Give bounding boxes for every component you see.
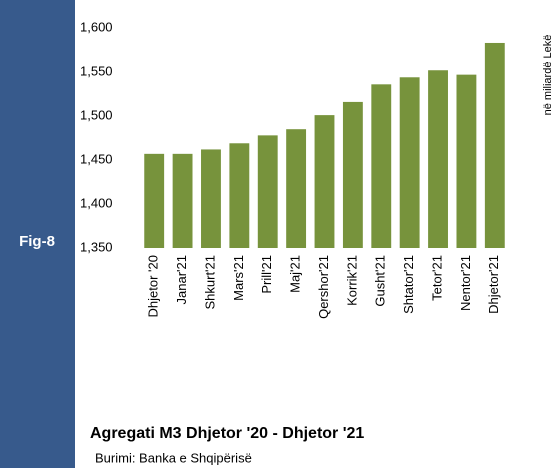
figure-label: Fig-8 xyxy=(19,233,55,250)
y-tick-label: 1,600 xyxy=(80,19,113,34)
x-tick-label: Dhjetor '20 xyxy=(146,255,161,317)
y-tick-label: 1,400 xyxy=(80,195,113,210)
x-tick-label: Nentor'21 xyxy=(458,255,473,311)
bar xyxy=(342,101,363,248)
bar xyxy=(484,42,505,249)
source: Burimi: Banka e Shqipërisë xyxy=(95,450,252,465)
bar xyxy=(371,84,392,248)
y-tick-label: 1,350 xyxy=(80,239,113,254)
x-tick-label: Dhjetor'21 xyxy=(486,255,501,314)
y-tick-label: 1,550 xyxy=(80,63,113,78)
x-tick-label: Shkurt'21 xyxy=(202,255,217,310)
y-tick-label: 1,450 xyxy=(80,151,113,166)
side-band xyxy=(0,0,75,468)
x-tick-label: Tetor'21 xyxy=(429,255,444,301)
x-tick-label: Maj'21 xyxy=(288,255,303,293)
x-tick-label: Shtator'21 xyxy=(401,255,416,314)
x-tick-label: Qershor'21 xyxy=(316,255,331,319)
x-tick-label: Prill'21 xyxy=(259,255,274,294)
y-tick-label: 1,500 xyxy=(80,107,113,122)
bar xyxy=(456,74,477,248)
bar xyxy=(399,77,420,248)
y-axis-label: në miliardë Lekë xyxy=(542,35,554,116)
bar xyxy=(314,115,335,249)
x-tick-label: Janar'21 xyxy=(174,255,189,304)
bar xyxy=(172,153,193,248)
chart-title: Agregati M3 Dhjetor '20 - Dhjetor '21 xyxy=(90,425,364,442)
x-tick-label: Mars'21 xyxy=(231,255,246,301)
bar xyxy=(201,149,221,248)
bar xyxy=(229,143,250,248)
bar xyxy=(428,70,448,249)
x-tick-label: Korrik'21 xyxy=(344,255,359,306)
bar xyxy=(144,153,165,248)
x-tick-label: Gusht'21 xyxy=(373,255,388,307)
bar xyxy=(257,135,278,248)
bar xyxy=(286,129,307,248)
